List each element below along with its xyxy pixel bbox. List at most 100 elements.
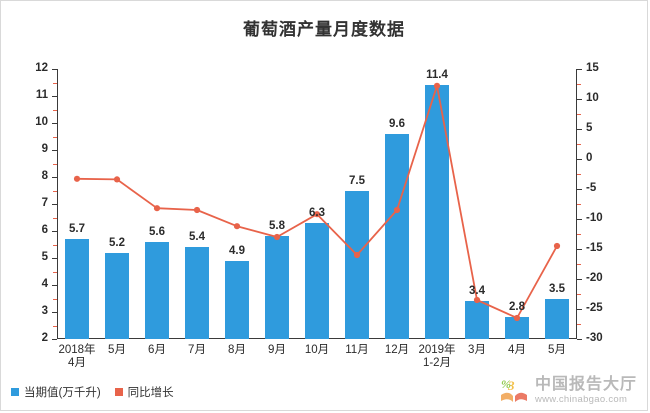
- x-category-label: 12月: [384, 344, 410, 356]
- y-tick-label-right: -5: [586, 182, 597, 194]
- y-minor-tick-right: [577, 114, 581, 115]
- y-tick-right: [577, 69, 582, 70]
- y-tick-label-right: -10: [586, 212, 603, 224]
- bar[interactable]: [64, 239, 90, 339]
- x-category-label: 8月: [228, 344, 246, 356]
- y-tick-left: [52, 150, 57, 151]
- x-category-label: 2018年 4月: [58, 344, 96, 370]
- y-tick-label-left: 7: [41, 197, 48, 209]
- y-tick-label-left: 5: [41, 251, 48, 263]
- y-minor-tick-right: [577, 84, 581, 85]
- line-point[interactable]: [113, 176, 121, 183]
- plot-area: 12 11 10 9 8 7 6 5 4 3 2 15 10 5 0 -5 -10 -15 -20 -25 -30 5…: [35, 62, 602, 369]
- y-tick-label-right: 5: [586, 122, 593, 134]
- y-tick-right: [577, 249, 582, 250]
- line-point[interactable]: [513, 314, 521, 322]
- bar[interactable]: [264, 236, 290, 339]
- y-tick-label-left: 8: [41, 170, 48, 182]
- legend-swatch-icon: [114, 388, 123, 396]
- x-category-label: 6月: [148, 344, 166, 356]
- y-minor-tick-right: [577, 294, 581, 295]
- bar[interactable]: [104, 252, 130, 339]
- y-minor-tick-right: [577, 234, 581, 235]
- y-minor-tick-left: [53, 163, 57, 165]
- line-point[interactable]: [193, 206, 201, 214]
- y-minor-tick-left: [53, 325, 57, 327]
- legend-item-yoy-growth[interactable]: 同比增长: [114, 384, 174, 400]
- y-minor-tick-left: [53, 271, 57, 273]
- line-point[interactable]: [553, 242, 561, 250]
- line-point[interactable]: [473, 296, 481, 304]
- bar[interactable]: [344, 190, 370, 339]
- y-tick-right: [577, 279, 582, 280]
- y-tick-left: [52, 177, 57, 178]
- y-tick-label-right: -30: [586, 332, 603, 344]
- y-tick-label-left: 6: [41, 224, 48, 236]
- line-point[interactable]: [393, 206, 401, 214]
- watermark-url: www.chinabgao.com: [534, 393, 628, 405]
- line-point[interactable]: [273, 233, 281, 241]
- bar[interactable]: [144, 241, 170, 339]
- line-point[interactable]: [313, 211, 321, 218]
- line-series: [73, 82, 561, 322]
- bar-value-label: 3.4: [469, 285, 485, 298]
- watermark-text: 中国报告大厅 www.chinabgao.com: [534, 375, 637, 405]
- watermark: 3 % 中国报告大厅 www.chinabgao.com: [499, 375, 637, 405]
- y-tick-label-right: 10: [586, 92, 599, 104]
- bar-value-label: 5.8: [269, 220, 285, 233]
- watermark-site-name: 中国报告大厅: [534, 375, 637, 393]
- bar-value-label: 11.4: [426, 69, 448, 82]
- y-tick-label-right: 15: [586, 62, 599, 74]
- y-tick-right: [577, 129, 582, 130]
- y-tick-left: [52, 312, 57, 313]
- y-tick-label-right: -20: [586, 272, 603, 284]
- y-tick-right: [577, 159, 582, 160]
- bar[interactable]: [544, 298, 570, 339]
- y-tick-left: [52, 69, 57, 70]
- bar[interactable]: [464, 301, 490, 339]
- legend-swatch-icon: [11, 388, 19, 396]
- line-point[interactable]: [153, 205, 161, 212]
- y-tick-label-left: 12: [35, 62, 48, 74]
- line-path: [76, 84, 558, 319]
- chart-title: 葡萄酒产量月度数据: [243, 20, 405, 39]
- bar-value-label: 5.4: [189, 231, 205, 244]
- book-logo-icon: 3 %: [499, 377, 529, 403]
- y-tick-right: [577, 339, 582, 340]
- y-minor-tick-right: [577, 204, 581, 205]
- y-tick-label-left: 2: [41, 332, 48, 344]
- line-point[interactable]: [73, 175, 81, 182]
- bar-value-label: 4.9: [229, 244, 245, 257]
- y-tick-label-right: -15: [586, 242, 603, 254]
- y-tick-label-left: 10: [35, 116, 48, 128]
- y-tick-left: [52, 231, 57, 232]
- bar[interactable]: [304, 222, 330, 339]
- bar[interactable]: [504, 317, 530, 339]
- legend-label: 同比增长: [127, 387, 174, 399]
- x-category-label: 5月: [108, 344, 126, 356]
- bar-value-label: 2.8: [509, 301, 525, 314]
- svg-text:3: 3: [507, 378, 515, 393]
- line-point[interactable]: [233, 223, 241, 230]
- line-point[interactable]: [433, 82, 441, 89]
- y-minor-tick-left: [53, 82, 57, 84]
- y-tick-left: [52, 96, 57, 97]
- bar[interactable]: [184, 247, 210, 339]
- bar-value-label: 5.6: [149, 225, 165, 238]
- bar[interactable]: [224, 260, 250, 339]
- y-minor-tick-left: [53, 136, 57, 138]
- y-tick-right: [577, 309, 582, 310]
- line-point[interactable]: [353, 251, 361, 259]
- y-tick-left: [52, 285, 57, 286]
- legend-item-current-value[interactable]: 当期值(万千升): [11, 384, 101, 400]
- y-minor-tick-right: [577, 264, 581, 265]
- y-tick-label-left: 9: [41, 143, 48, 155]
- bar[interactable]: [384, 133, 410, 339]
- x-category-label: 4月: [508, 344, 526, 356]
- y-tick-right: [577, 99, 582, 100]
- y-tick-label-right: -25: [586, 302, 603, 314]
- y-tick-label-left: 3: [41, 305, 48, 317]
- bar-value-label: 9.6: [389, 117, 405, 130]
- bar-value-label: 5.2: [109, 236, 125, 249]
